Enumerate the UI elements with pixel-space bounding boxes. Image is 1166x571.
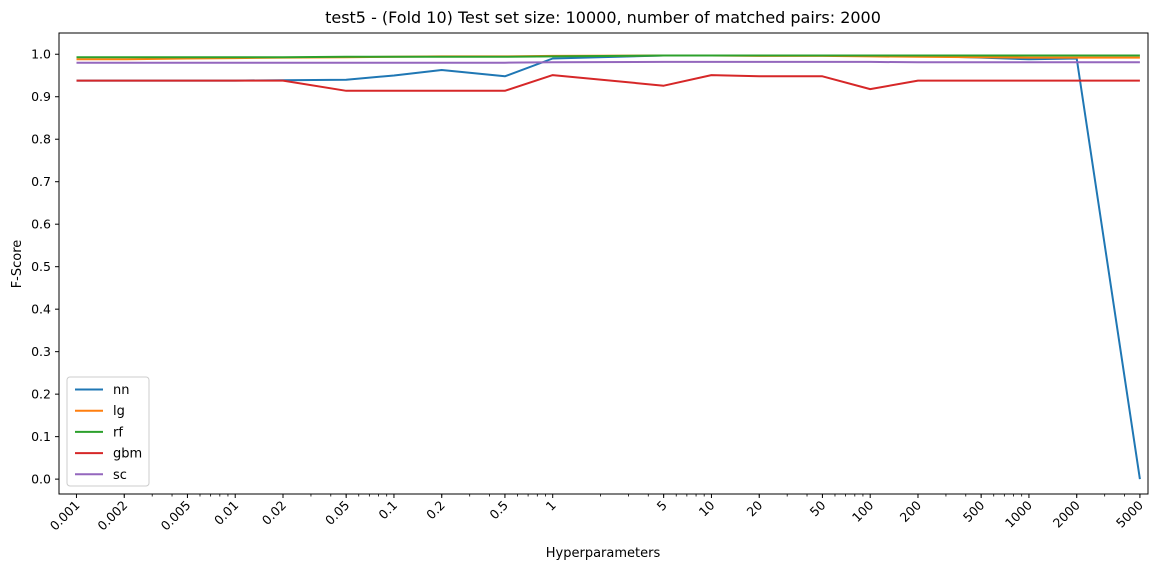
y-axis: 0.0 0.1 0.2 0.3 0.4 0.5 0.6 0.7 0.8 0.9 1.0 [31, 47, 59, 487]
legend-label-rf: rf [113, 425, 123, 440]
legend-label-gbm: gbm [113, 447, 142, 462]
x-tick-label: 0.002 [94, 498, 130, 534]
legend-box [66, 376, 150, 487]
y-tick-label: 0.9 [31, 89, 51, 104]
series-line-nn [76, 54, 1141, 480]
x-tick-label: 5 [654, 498, 670, 514]
x-tick-label: 1 [543, 498, 559, 514]
x-tick-label: 100 [849, 497, 877, 525]
y-tick-label: 0.0 [31, 472, 51, 487]
x-tick-label: 0.005 [158, 498, 194, 534]
y-tick-label: 0.8 [31, 132, 51, 147]
legend: nn lg rf gbm sc [66, 376, 150, 487]
chart-title: test5 - (Fold 10) Test set size: 10000, … [325, 8, 881, 27]
y-tick-label: 0.5 [31, 259, 51, 274]
series-line-rf [76, 54, 1140, 59]
y-tick-label: 0.7 [31, 174, 51, 189]
legend-label-sc: sc [113, 468, 127, 483]
y-tick-label: 0.2 [31, 387, 51, 402]
legend-label-nn: nn [113, 383, 129, 398]
x-tick-label: 1000 [1002, 497, 1035, 530]
x-tick-label: 0.02 [259, 498, 289, 528]
x-tick-label: 2000 [1050, 497, 1083, 530]
x-tick-label: 5000 [1113, 497, 1146, 530]
x-tick-label: 200 [897, 497, 925, 525]
x-tick-label: 0.1 [375, 498, 400, 523]
x-tick-label: 10 [696, 497, 718, 519]
x-tick-label: 0.001 [47, 498, 83, 534]
x-axis: 0.001 0.002 0.005 0.01 0.02 0.05 0.1 0.2 0.5 1 5 10… [47, 494, 1146, 533]
plot-area [58, 32, 1149, 495]
series-line-sc [76, 60, 1140, 64]
x-tick-label: 0.2 [423, 498, 448, 523]
x-axis-label: Hyperparameters [546, 546, 661, 561]
x-tick-label: 0.01 [211, 498, 241, 528]
x-tick-label: 0.5 [486, 498, 511, 523]
y-tick-label: 0.1 [31, 429, 51, 444]
y-tick-label: 0.6 [31, 217, 51, 232]
y-tick-label: 1.0 [31, 47, 51, 62]
legend-label-lg: lg [113, 404, 125, 419]
y-tick-label: 0.3 [31, 344, 51, 359]
x-tick-label: 500 [960, 497, 988, 525]
series-line-gbm [76, 74, 1140, 92]
x-tick-label: 20 [743, 497, 765, 519]
plot-frame [58, 32, 1149, 495]
x-tick-label: 0.05 [322, 498, 352, 528]
y-axis-label: F-Score [10, 240, 25, 289]
y-tick-label: 0.4 [31, 302, 51, 317]
x-tick-label: 50 [807, 497, 829, 519]
